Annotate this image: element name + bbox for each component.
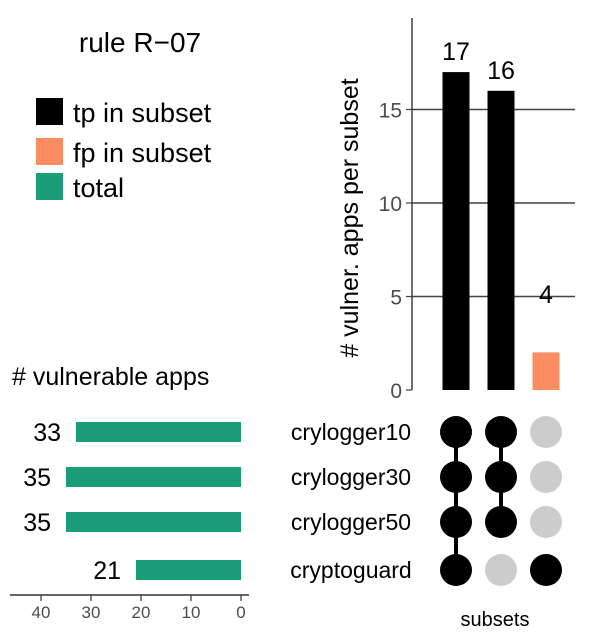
legend: tp in subset fp in subset total — [36, 98, 212, 203]
matrix-dot-empty — [485, 554, 517, 586]
matrix-dot-filled — [485, 416, 517, 448]
matrix-dot-filled — [485, 506, 517, 538]
y-tick-label: 15 — [379, 100, 402, 123]
set-size-label: 33 — [33, 419, 61, 447]
legend-label-total: total — [73, 173, 124, 203]
bar-value-label: 16 — [487, 57, 515, 85]
set-size-tick-label: 10 — [182, 603, 201, 622]
set-name-label: crylogger10 — [291, 419, 411, 445]
matrix-dot-filled — [530, 554, 562, 586]
bar-tp — [442, 72, 470, 390]
gridlines: 0 5 10 15 — [379, 18, 575, 403]
y-axis-label: # vulner. apps per subset — [336, 78, 364, 357]
set-size-label: 21 — [93, 557, 121, 585]
legend-swatch-fp — [36, 138, 63, 165]
set-size-bar — [136, 560, 241, 580]
matrix-dot-empty — [530, 416, 562, 448]
matrix-dot-filled — [440, 461, 472, 493]
chart-title: rule R−07 — [79, 27, 201, 58]
bar-value-label: 17 — [442, 38, 470, 66]
set-size-bar — [66, 467, 241, 487]
legend-swatch-tp — [36, 98, 63, 125]
set-size-bar — [66, 512, 241, 532]
set-name-label: crylogger30 — [291, 464, 411, 490]
set-size-tick-label: 0 — [236, 603, 245, 622]
y-tick-label: 5 — [390, 287, 402, 310]
bar-value-label: 4 — [539, 281, 553, 309]
intersection-bars: 17 16 4 — [442, 38, 560, 391]
matrix-dot-empty — [530, 506, 562, 538]
membership-matrix — [440, 416, 562, 586]
set-name-label: crylogger50 — [291, 509, 411, 535]
legend-swatch-total — [36, 173, 63, 200]
matrix-dot-filled — [440, 554, 472, 586]
set-size-tick-label: 30 — [82, 603, 101, 622]
set-size-bar — [76, 422, 241, 442]
set-size-label: 35 — [23, 509, 51, 537]
set-size-tick-label: 20 — [132, 603, 151, 622]
legend-label-fp: fp in subset — [73, 138, 212, 168]
y-tick-label: 10 — [379, 193, 402, 216]
y-tick-label: 0 — [390, 380, 402, 403]
set-size-label: 35 — [23, 464, 51, 492]
set-size-bars: 33 crylogger10 35 crylogger30 35 crylogger50 2… — [10, 419, 412, 622]
set-name-label: cryptoguard — [290, 557, 411, 583]
set-size-title: # vulnerable apps — [12, 363, 209, 391]
matrix-dot-empty — [530, 461, 562, 493]
matrix-dot-filled — [485, 461, 517, 493]
bar-tp — [487, 90, 515, 391]
matrix-dot-filled — [440, 506, 472, 538]
legend-label-tp: tp in subset — [73, 98, 212, 128]
set-size-tick-label: 40 — [32, 603, 51, 622]
bar-fp — [532, 352, 560, 390]
x-axis-label: subsets — [461, 609, 530, 631]
matrix-dot-filled — [440, 416, 472, 448]
